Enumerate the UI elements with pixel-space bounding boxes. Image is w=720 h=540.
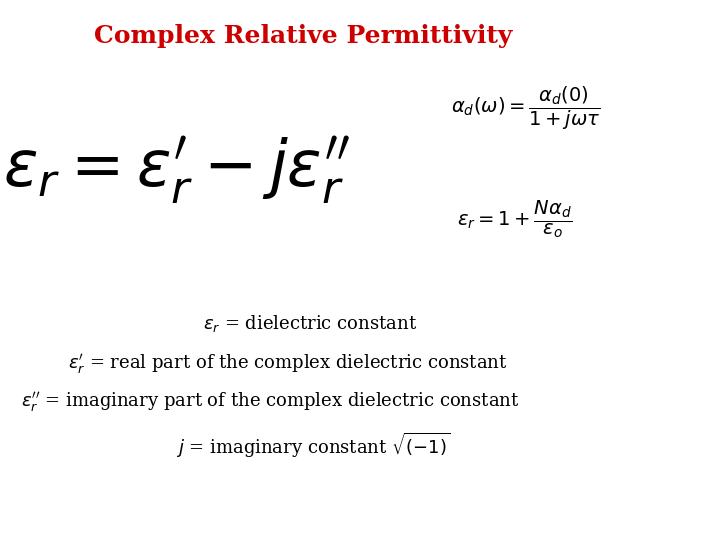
Text: $\varepsilon^{\prime}_r$ = real part of the complex dielectric constant: $\varepsilon^{\prime}_r$ = real part of … xyxy=(68,353,508,376)
Text: $\varepsilon^{\prime\prime}_r$ = imaginary part of the complex dielectric consta: $\varepsilon^{\prime\prime}_r$ = imagina… xyxy=(21,390,519,414)
Text: $\varepsilon_r$ = dielectric constant: $\varepsilon_r$ = dielectric constant xyxy=(202,314,417,334)
Text: $\varepsilon_r = \varepsilon^{\prime}_r - j\varepsilon^{\prime\prime}_r$: $\varepsilon_r = \varepsilon^{\prime}_r … xyxy=(3,134,350,206)
Text: $\varepsilon_r = 1 + \dfrac{N\alpha_d}{\varepsilon_o}$: $\varepsilon_r = 1 + \dfrac{N\alpha_d}{\… xyxy=(457,198,572,240)
Text: Complex Relative Permittivity: Complex Relative Permittivity xyxy=(94,24,512,48)
Text: $\alpha_d(\omega) = \dfrac{\alpha_d(0)}{1 + j\omega\tau}$: $\alpha_d(\omega) = \dfrac{\alpha_d(0)}{… xyxy=(451,84,600,132)
Text: $j$ = imaginary constant $\sqrt{(-1)}$: $j$ = imaginary constant $\sqrt{(-1)}$ xyxy=(176,431,451,460)
